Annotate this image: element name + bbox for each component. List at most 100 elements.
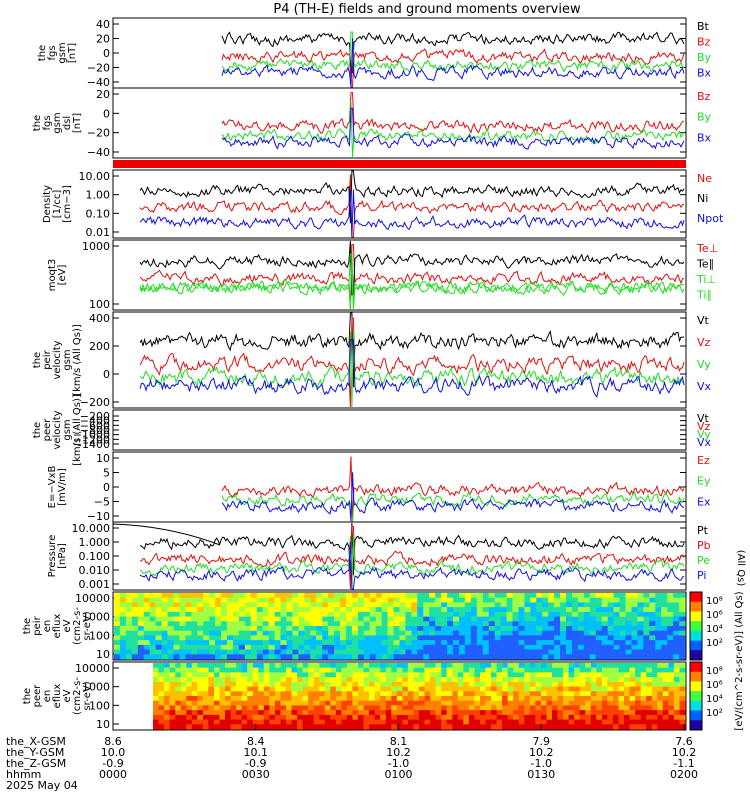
heatmap-cell [595, 654, 603, 660]
heatmap-cell [601, 724, 608, 730]
heatmap-cell [262, 630, 270, 636]
heatmap-cell [351, 630, 359, 636]
heatmap-cell [191, 714, 198, 721]
heatmap-cell [629, 663, 636, 669]
series-line-blue [221, 107, 685, 150]
heatmap-cell [340, 611, 347, 618]
heatmap-cell [304, 630, 311, 636]
heatmap-cell [548, 649, 555, 655]
heatmap-cell [191, 602, 198, 608]
heatmap-cell [369, 710, 376, 716]
heatmap-cell [507, 681, 514, 688]
heatmap-cell [381, 611, 389, 618]
legend-Te⊥: Te⊥ [696, 242, 718, 255]
heatmap-cell [577, 626, 585, 632]
heatmap-cell [441, 593, 448, 599]
y-tick-label: 0 [103, 481, 110, 494]
heatmap-cell [459, 597, 466, 603]
heatmap-cell [673, 705, 680, 711]
heatmap-cell [447, 654, 454, 660]
heatmap-cell [441, 705, 448, 711]
heatmap-cell [180, 710, 187, 716]
heatmap-cell [518, 644, 525, 651]
heatmap-cell [441, 635, 448, 641]
heatmap-cell [502, 663, 509, 669]
heatmap-cell [568, 677, 575, 683]
heatmap-cell [247, 719, 254, 725]
heatmap-cell [304, 649, 311, 655]
heatmap-cell [482, 630, 490, 636]
heatmap-cell [430, 696, 437, 702]
heatmap-cell [640, 672, 647, 678]
y-axis-label-line: peir [42, 349, 53, 369]
heatmap-cell [179, 611, 186, 618]
heatmap-cell [424, 719, 431, 725]
heatmap-cell [330, 700, 337, 706]
heatmap-cell [524, 630, 531, 636]
heatmap-cell [595, 602, 603, 608]
heatmap-cell [566, 593, 573, 599]
heatmap-cell [446, 714, 453, 721]
heatmap-cell [491, 672, 498, 678]
heatmap-cell [512, 597, 519, 603]
heatmap-cell [319, 710, 326, 716]
heatmap-cell [529, 681, 536, 688]
heatmap-cell [250, 635, 258, 641]
heatmap-cell [613, 611, 621, 618]
heatmap-cell [164, 696, 171, 702]
heatmap-cell [335, 724, 342, 730]
heatmap-cell [149, 611, 157, 618]
heatmap-cell [607, 640, 615, 646]
heatmap-cell [256, 649, 264, 655]
heatmap-cell [334, 644, 341, 651]
heatmap-cell [313, 714, 320, 721]
heatmap-cell [635, 705, 642, 711]
heatmap-cell [655, 630, 662, 636]
heatmap-cell [125, 593, 133, 599]
heatmap-cell [577, 602, 585, 608]
heatmap-cell [131, 644, 139, 651]
heatmap-cell [563, 719, 570, 725]
heatmap-cell [507, 667, 514, 673]
heatmap-cell [585, 714, 592, 721]
time-tick-y: 10.0 [101, 746, 126, 759]
heatmap-cell [596, 667, 603, 673]
heatmap-cell [552, 663, 559, 669]
heatmap-cell [546, 677, 553, 683]
heatmap-cell [291, 705, 298, 711]
heatmap-cell [619, 621, 627, 627]
heatmap-cell [601, 691, 608, 697]
heatmap-cell [542, 654, 549, 660]
heatmap-cell [304, 621, 311, 627]
heatmap-cell [601, 686, 608, 692]
heatmap-cell [374, 681, 381, 688]
heatmap-cell [619, 597, 627, 603]
heatmap-cell [380, 691, 387, 697]
heatmap-cell [518, 611, 525, 618]
heatmap-cell [297, 677, 304, 683]
heatmap-cell [585, 672, 592, 678]
heatmap-cell [221, 597, 228, 603]
y-axis-label: thepeirvelocitygsm[km/s (All Qs)] [32, 324, 83, 396]
heatmap-cell [568, 719, 575, 725]
heatmap-cell [291, 686, 298, 692]
heatmap-cell [601, 611, 609, 618]
heatmap-cell [137, 621, 145, 627]
heatmap-cell [679, 710, 686, 716]
heatmap-cell [413, 719, 420, 725]
legend-Pb: Pb [697, 539, 711, 552]
heatmap-cell [535, 724, 542, 730]
y-tick-label: −600 [80, 419, 110, 432]
heatmap-cell [191, 607, 198, 613]
heatmap-cell [673, 611, 680, 618]
heatmap-cell [125, 621, 133, 627]
heatmap-cell [352, 700, 359, 706]
heatmap-cell [155, 626, 163, 632]
heatmap-cell [238, 607, 246, 613]
heatmap-cell [607, 700, 614, 706]
heatmap-cell [167, 630, 174, 636]
heatmap-cell [153, 672, 160, 678]
heatmap-cell [568, 686, 575, 692]
heatmap-cell [413, 663, 420, 669]
heatmap-cell [179, 602, 186, 608]
